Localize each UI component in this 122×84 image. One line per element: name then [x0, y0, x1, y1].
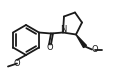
Text: O: O [13, 59, 20, 68]
Text: O: O [47, 44, 53, 52]
Text: N: N [60, 25, 66, 34]
Polygon shape [76, 35, 86, 48]
Text: O: O [92, 45, 98, 54]
